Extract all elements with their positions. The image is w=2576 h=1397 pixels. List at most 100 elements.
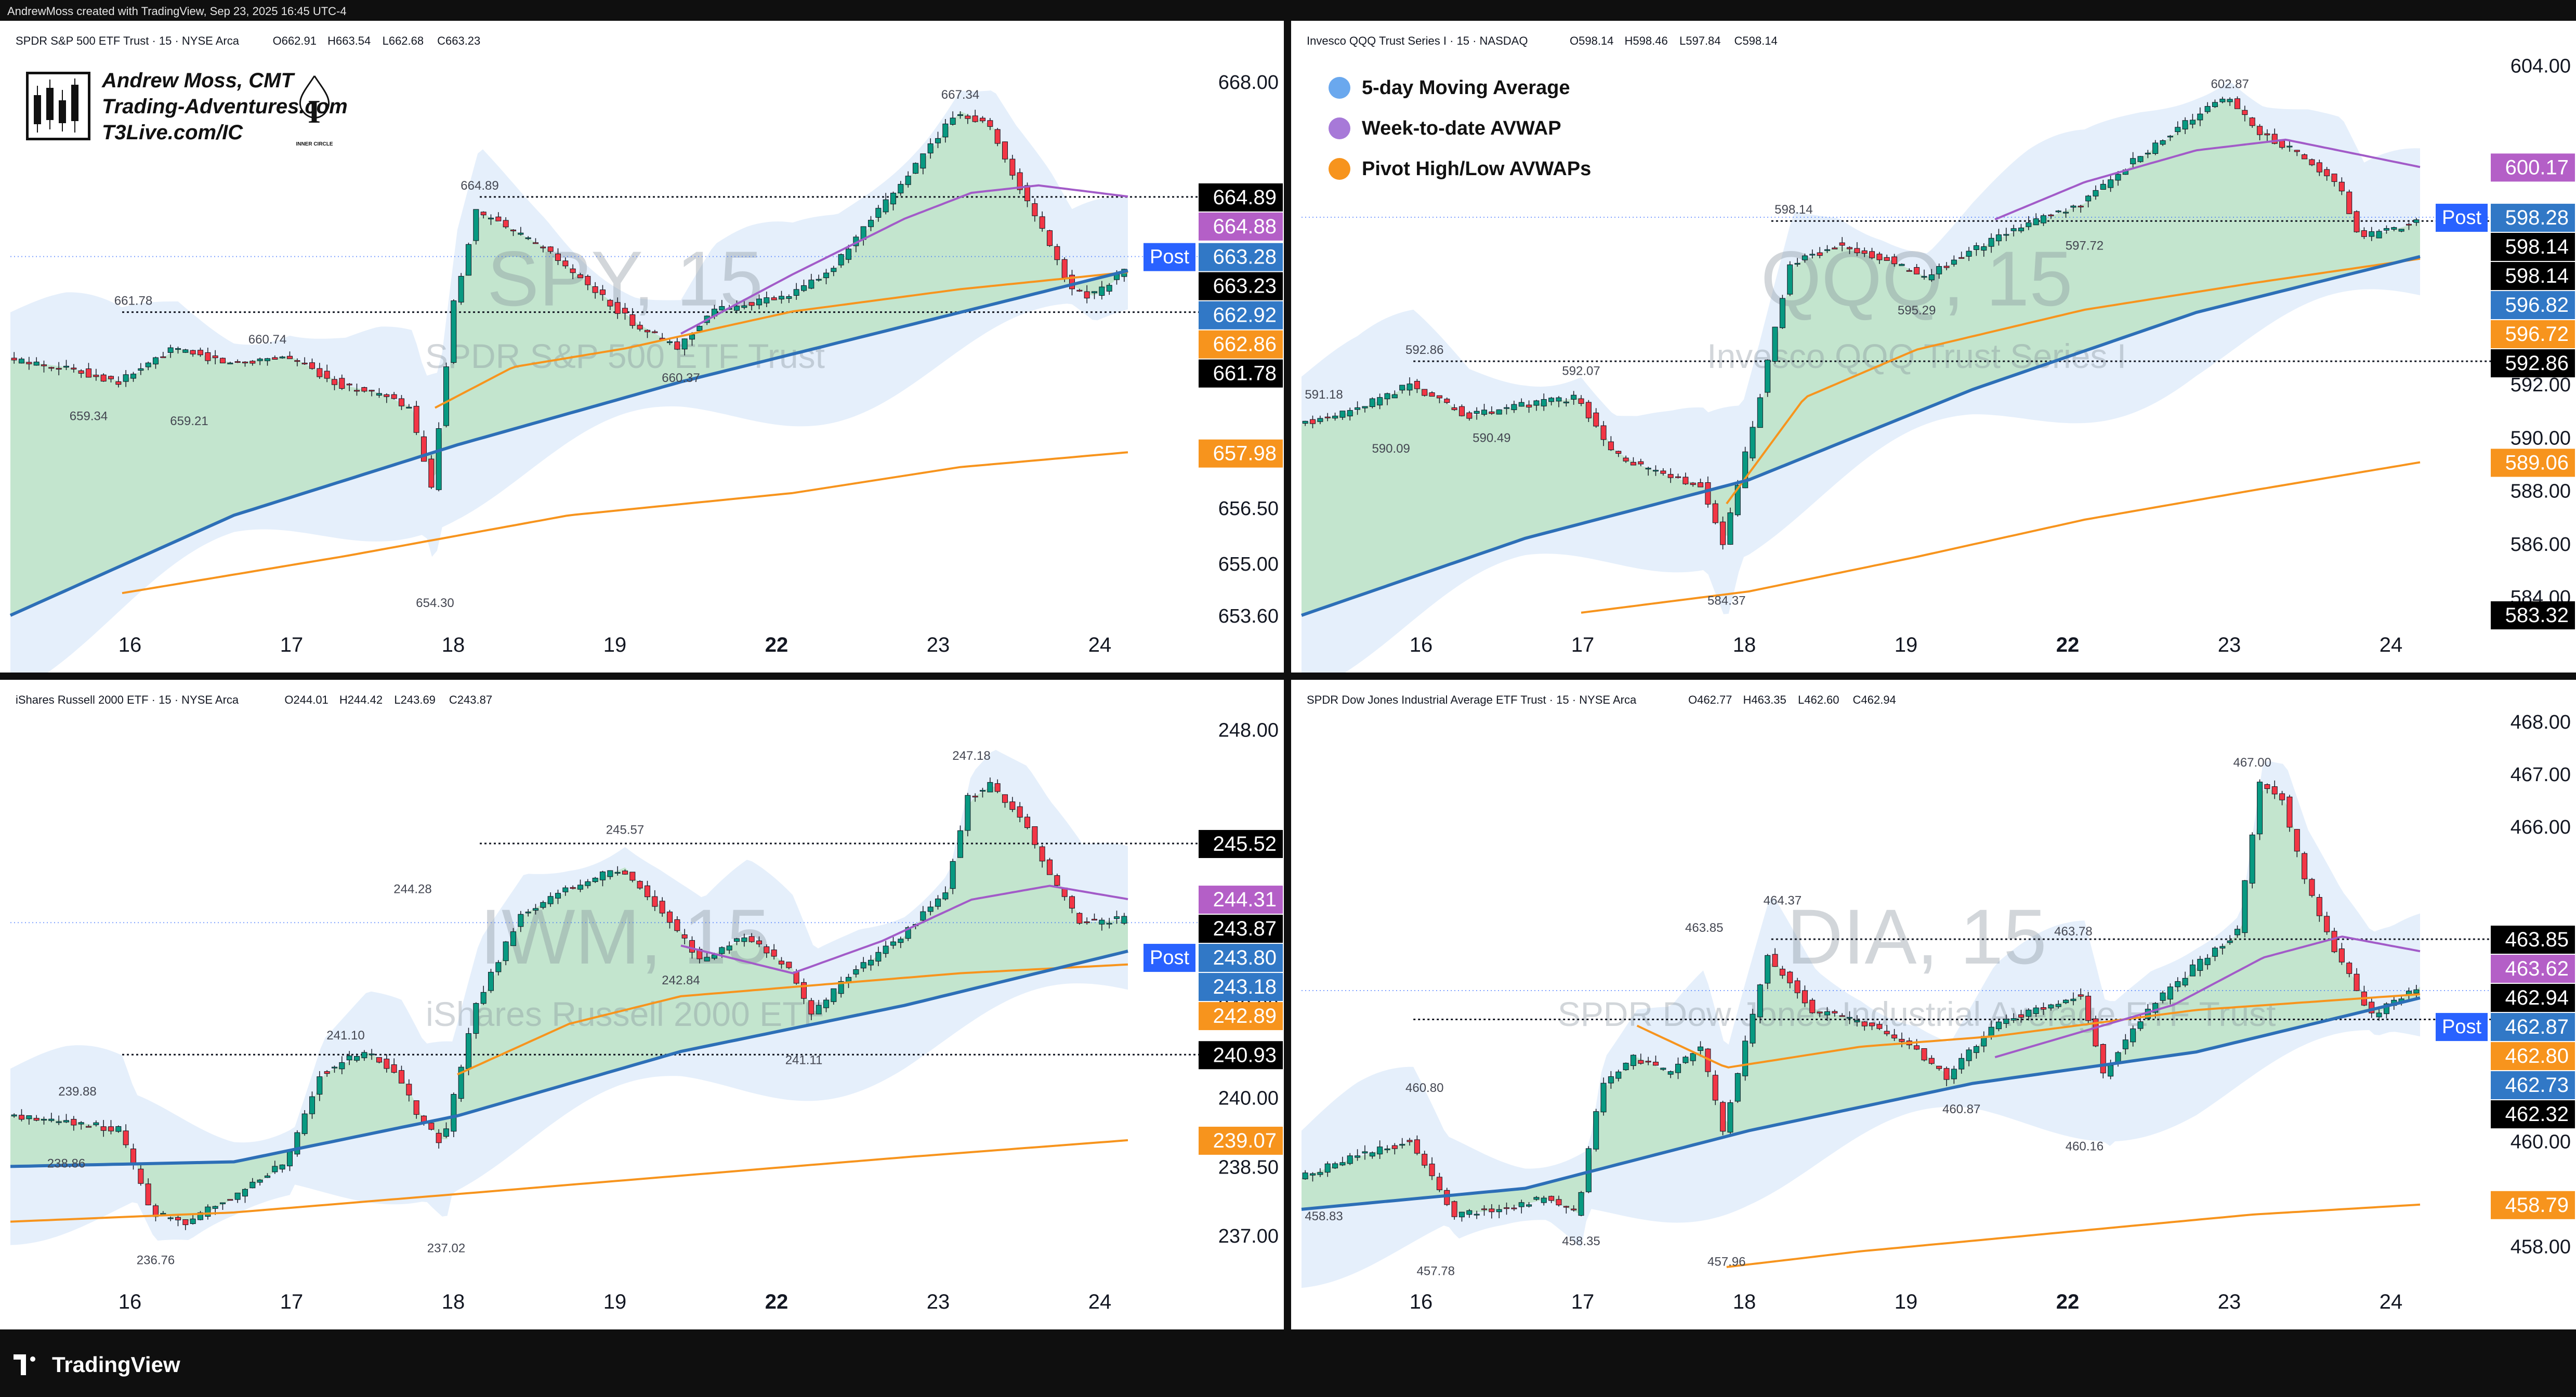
candle-body: [748, 936, 755, 942]
candle-body: [1794, 980, 1800, 993]
candle-body: [764, 297, 770, 304]
price-axis-label-text: 662.86: [1213, 333, 1277, 356]
y-tick-label: 467.00: [2511, 764, 2571, 786]
candle-body: [1436, 1177, 1442, 1190]
dia-chart-panel[interactable]: SPDR Dow Jones Industrial Average ETF Tr…: [1291, 680, 2576, 1329]
candle-body: [1765, 360, 1771, 393]
x-tick-label: 18: [1733, 634, 1756, 656]
candle-body: [883, 199, 889, 213]
candle-body: [2338, 181, 2345, 192]
spy-chart-panel[interactable]: SPDR S&P 500 ETF Trust · 15 · NYSE Arca O…: [0, 21, 1284, 673]
x-tick-label: 17: [280, 634, 304, 656]
post-market-badge-text: Post: [1150, 246, 1189, 268]
candle-body: [1742, 451, 1749, 489]
price-axis-label: [2491, 1071, 2575, 1100]
candle-body: [2413, 219, 2420, 223]
candle-body: [436, 1132, 442, 1143]
candle-body: [1091, 291, 1098, 294]
candle-body: [905, 176, 911, 185]
x-tick-label: 16: [119, 634, 142, 656]
candle-body: [1928, 1058, 1935, 1064]
candle-body: [1608, 1076, 1614, 1084]
candle-body: [585, 881, 591, 886]
x-tick-label: 18: [1733, 1290, 1756, 1313]
candle-body: [1496, 409, 1502, 415]
candle-body: [2063, 212, 2069, 214]
x-tick-label: 24: [2380, 634, 2403, 656]
candle-body: [1765, 955, 1771, 984]
candle-body: [56, 368, 62, 370]
ohlc-high: H463.35: [1743, 693, 1786, 706]
candle-body: [972, 796, 978, 798]
price-axis-label: [1199, 973, 1283, 1001]
candle-body: [1511, 1207, 1517, 1209]
candle-body: [1802, 990, 1808, 1004]
price-annotation: 590.49: [1473, 431, 1510, 445]
candle-body: [71, 1119, 77, 1126]
author-ic-link: T3Live.com/IC: [102, 121, 243, 144]
candle-body: [2070, 998, 2076, 1001]
candle-body: [1750, 1013, 1756, 1044]
candle-body: [376, 1057, 383, 1063]
price-axis-label: [1199, 359, 1283, 388]
price-axis-label: [2491, 926, 2575, 954]
price-annotation: 602.87: [2211, 77, 2249, 91]
candle-body: [2085, 996, 2092, 1021]
candle-body: [808, 1000, 814, 1014]
candle-body: [2264, 784, 2270, 789]
candle-body: [2010, 1018, 2017, 1021]
candle-body: [272, 1166, 278, 1172]
candle-body: [2093, 190, 2099, 196]
qqq-chart-panel[interactable]: Invesco QQQ Trust Series I · 15 · NASDAQ…: [1291, 21, 2576, 673]
candle-body: [1787, 264, 1793, 295]
legend-item-wtd-avwap: Week-to-date AVWAP: [1329, 108, 1591, 149]
candle-body: [63, 365, 70, 368]
candle-body: [607, 300, 613, 307]
candle-body: [301, 362, 308, 364]
candle-body: [1973, 1046, 1979, 1053]
candle-body: [495, 216, 502, 221]
candle-body: [644, 330, 651, 333]
price-axis-label-text: 598.14: [2505, 265, 2569, 287]
candle-body: [2346, 963, 2352, 974]
candle-body: [1824, 1011, 1830, 1016]
x-tick-label: 22: [2056, 634, 2080, 656]
candle-body: [1690, 482, 1696, 485]
chart-header-title: iShares Russell 2000 ETF · 15 · NYSE Arc…: [16, 693, 239, 706]
tradingview-logo[interactable]: TradingView: [14, 1349, 180, 1380]
candle-body: [503, 941, 509, 961]
candle-body: [987, 120, 993, 127]
candle-body: [1039, 846, 1045, 862]
candle-body: [473, 209, 479, 241]
candle-body: [927, 143, 934, 154]
candle-body: [2406, 223, 2412, 226]
candle-body: [838, 981, 844, 994]
price-axis-label: [2491, 291, 2575, 320]
candle-body: [1317, 1172, 1323, 1175]
candle-body: [100, 1126, 107, 1131]
candle-body: [935, 138, 941, 143]
price-annotation: 661.78: [114, 294, 152, 308]
candle-body: [2145, 152, 2151, 154]
candle-body: [1899, 263, 1905, 266]
x-tick-label: 19: [603, 1290, 627, 1313]
candle-body: [2316, 162, 2322, 173]
candle-body: [2294, 150, 2300, 152]
candle-body: [160, 356, 166, 358]
ohlc-close: C243.87: [449, 693, 492, 706]
candle-body: [190, 350, 196, 354]
candle-body: [614, 302, 621, 314]
candle-body: [2346, 191, 2352, 214]
candle-body: [115, 381, 122, 385]
iwm-chart-panel[interactable]: iShares Russell 2000 ETF · 15 · NYSE Arc…: [0, 680, 1284, 1329]
candle-body: [719, 306, 725, 311]
candle-body: [1675, 476, 1681, 478]
candle-body: [1481, 1208, 1488, 1210]
candle-body: [1355, 407, 1361, 410]
candle-body: [1585, 402, 1592, 418]
candle-body: [547, 246, 554, 252]
indicator-legend: 5-day Moving Average Week-to-date AVWAP …: [1329, 68, 1591, 189]
candle-body: [48, 1118, 55, 1121]
candle-body: [2212, 102, 2218, 107]
candle-body: [257, 359, 263, 361]
